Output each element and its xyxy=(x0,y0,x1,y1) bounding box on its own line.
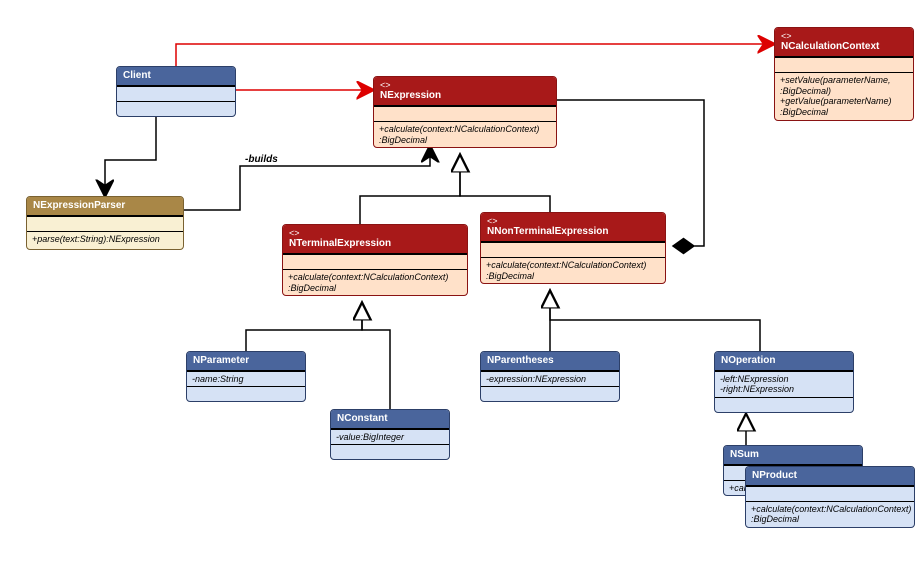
attributes xyxy=(283,254,467,269)
class-header: NExpressionParser xyxy=(27,197,183,216)
operations xyxy=(331,444,449,459)
class-header: <>NTerminalExpression xyxy=(283,225,467,254)
operations: +setValue(parameterName, :BigDecimal) +g… xyxy=(775,72,913,120)
operations: +parse(text:String):NExpression xyxy=(27,231,183,247)
operations xyxy=(187,386,305,401)
edge-client-context xyxy=(176,44,774,66)
operations: +calculate(context:NCalculationContext) … xyxy=(746,501,914,528)
attributes xyxy=(746,486,914,501)
class-name: NExpression xyxy=(380,90,441,101)
class-header: NSum xyxy=(724,446,862,465)
class-name: Client xyxy=(123,70,151,81)
class-name: NNonTerminalExpression xyxy=(487,226,609,237)
operations xyxy=(715,397,853,412)
class-name: NOperation xyxy=(721,355,775,366)
attributes: -value:BigInteger xyxy=(331,429,449,445)
class-name: NCalculationContext xyxy=(781,41,879,52)
attributes: -expression:NExpression xyxy=(481,371,619,387)
attributes xyxy=(374,106,556,121)
class-name: NTerminalExpression xyxy=(289,238,391,249)
class-header: <>NCalculationContext xyxy=(775,28,913,57)
attributes xyxy=(775,57,913,72)
class-nexpression: <>NExpression +calculate(context:NCalcula… xyxy=(373,76,557,148)
attributes xyxy=(117,86,235,101)
class-client: Client xyxy=(116,66,236,117)
class-name: NParameter xyxy=(193,355,249,366)
edge-client-parser xyxy=(105,114,156,196)
attributes: -left:NExpression -right:NExpression xyxy=(715,371,853,398)
class-ncontext: <>NCalculationContext +setValue(parameter… xyxy=(774,27,914,121)
stereotype: <> xyxy=(289,228,461,238)
class-header: NProduct xyxy=(746,467,914,486)
class-nparameter: NParameter -name:String xyxy=(186,351,306,402)
stereotype: <> xyxy=(380,80,550,90)
edge-nparameter-terminal xyxy=(246,304,362,351)
edge-nonterminal-nexpression xyxy=(460,156,550,212)
class-header: NParameter xyxy=(187,352,305,371)
attributes xyxy=(27,216,183,231)
class-name: NExpressionParser xyxy=(33,200,125,211)
class-noperation: NOperation -left:NExpression -right:NExpr… xyxy=(714,351,854,413)
edge-noperation-nonterminal xyxy=(550,292,760,351)
class-nconstant: NConstant -value:BigInteger xyxy=(330,409,450,460)
class-header: NOperation xyxy=(715,352,853,371)
class-header: NParentheses xyxy=(481,352,619,371)
edge-label-builds: -builds xyxy=(245,154,278,165)
class-nonterminal: <>NNonTerminalExpression +calculate(conte… xyxy=(480,212,666,284)
operations: +calculate(context:NCalculationContext) … xyxy=(283,269,467,296)
stereotype: <> xyxy=(781,31,907,41)
class-header: NConstant xyxy=(331,410,449,429)
edge-terminal-nexpression xyxy=(360,156,460,224)
operations: +calculate(context:NCalculationContext) … xyxy=(374,121,556,148)
class-name: NSum xyxy=(730,449,759,460)
class-header: <>NNonTerminalExpression xyxy=(481,213,665,242)
attributes xyxy=(481,242,665,257)
stereotype: <> xyxy=(487,216,659,226)
class-header: <>NExpression xyxy=(374,77,556,106)
uml-diagram: Client<>NExpression+calculate(context:NC… xyxy=(0,0,921,569)
operations xyxy=(481,386,619,401)
class-terminal: <>NTerminalExpression +calculate(context:… xyxy=(282,224,468,296)
operations: +calculate(context:NCalculationContext) … xyxy=(481,257,665,284)
class-name: NParentheses xyxy=(487,355,554,366)
edge-nconstant-terminal xyxy=(362,304,390,409)
class-parser: NExpressionParser +parse(text:String):NEx… xyxy=(26,196,184,250)
class-nparentheses: NParentheses -expression:NExpression xyxy=(480,351,620,402)
attributes: -name:String xyxy=(187,371,305,387)
class-name: NProduct xyxy=(752,470,797,481)
class-header: Client xyxy=(117,67,235,86)
edge-parser-nexpression xyxy=(184,146,430,210)
class-name: NConstant xyxy=(337,413,388,424)
class-nproduct: NProduct +calculate(context:NCalculationC… xyxy=(745,466,915,528)
operations xyxy=(117,101,235,116)
